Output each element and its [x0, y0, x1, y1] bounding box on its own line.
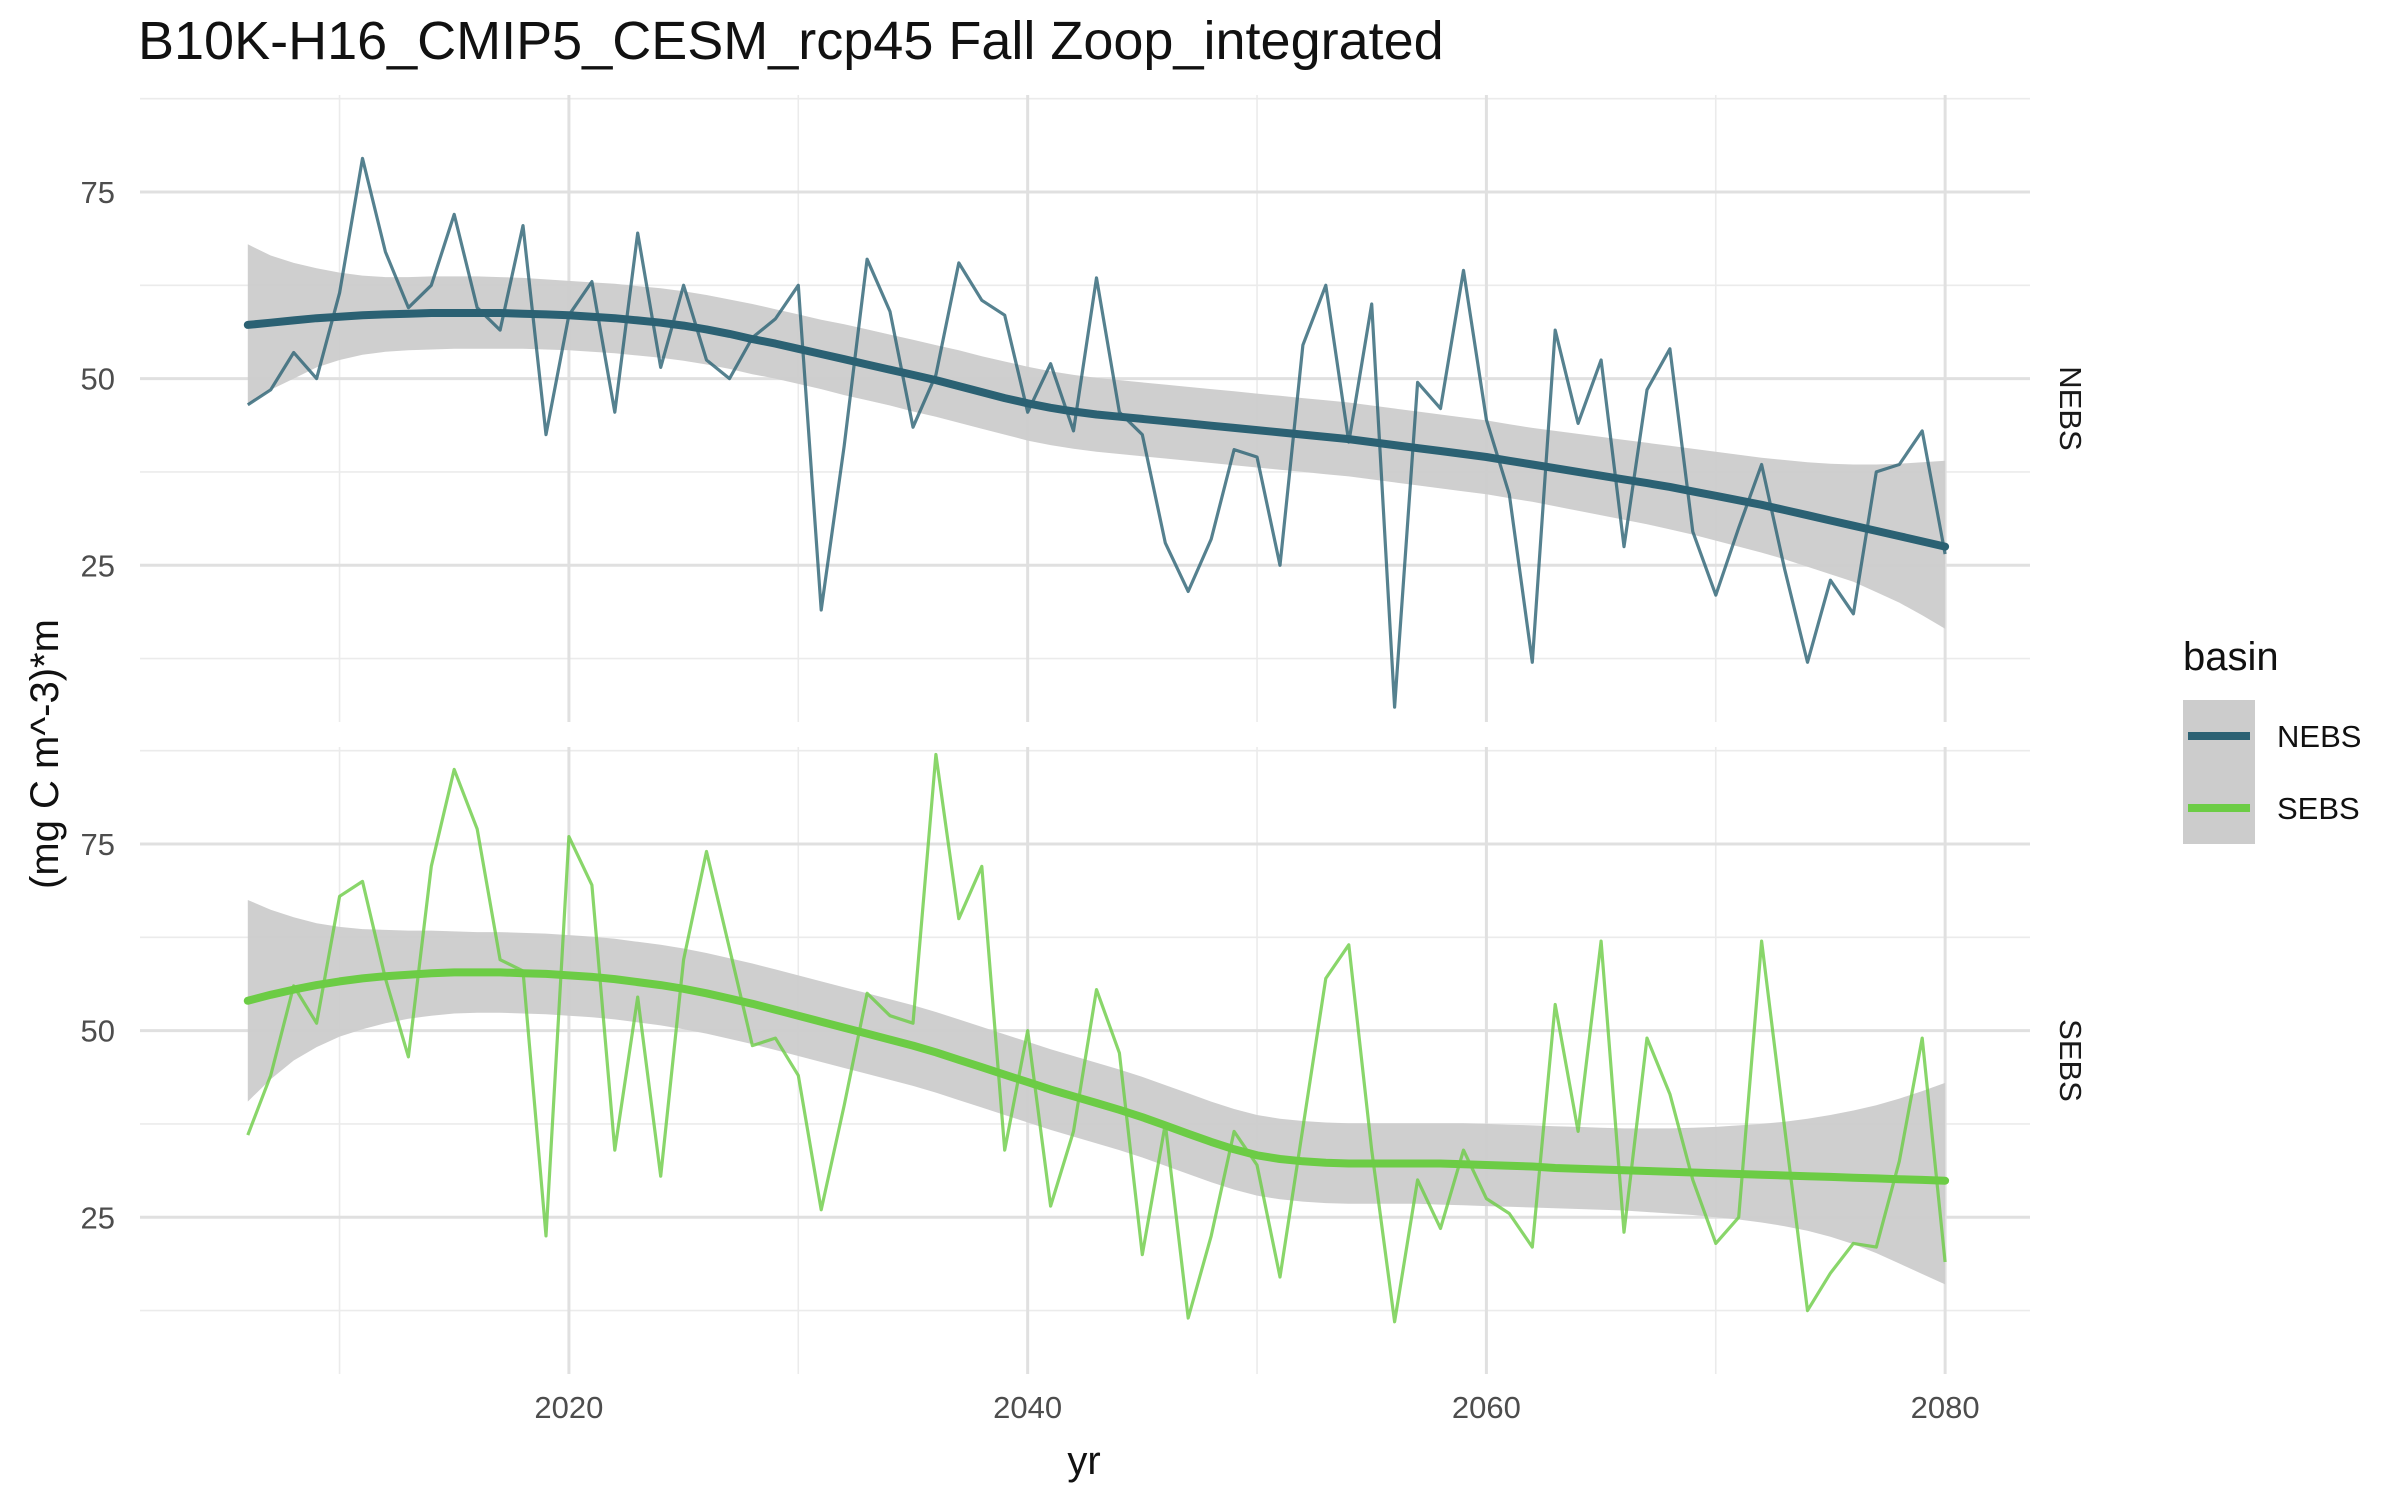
facet-strip-label-nebs: NEBS	[2053, 366, 2088, 450]
facet-panel-sebs: 25 50 75 SEBS	[81, 747, 2088, 1374]
x-tick-label: 2040	[993, 1390, 1062, 1425]
y-tick-label: 25	[81, 1200, 115, 1235]
x-tick-label: 2020	[534, 1390, 603, 1425]
legend-title: basin	[2183, 635, 2279, 679]
x-tick-label: 2080	[1911, 1390, 1980, 1425]
y-tick-label: 50	[81, 1014, 115, 1049]
y-tick-label: 75	[81, 175, 115, 210]
x-axis-title: yr	[1067, 1439, 1100, 1483]
chart-title: B10K-H16_CMIP5_CESM_rcp45 Fall Zoop_inte…	[138, 11, 1444, 71]
facet-strip-label-sebs: SEBS	[2053, 1019, 2088, 1102]
facet-panel-nebs: 25 50 75 NEBS	[81, 95, 2088, 722]
legend: basin NEBS SEBS	[2183, 635, 2361, 844]
confidence-band-sebs	[247, 900, 1946, 1285]
confidence-band-nebs	[247, 244, 1946, 629]
y-axis-title: (mg C m^-3)*m	[23, 619, 67, 889]
trend-line-nebs	[243, 309, 1950, 551]
x-tick-label: 2060	[1452, 1390, 1521, 1425]
y-tick-label: 50	[81, 362, 115, 397]
series-line-sebs	[246, 752, 1947, 1324]
y-tick-label: 25	[81, 548, 115, 583]
y-tick-label: 75	[81, 827, 115, 862]
trend-line-sebs	[243, 968, 1950, 1185]
facet-panels: 25 50 75 NEBS 25 50 75 SEBS 2020 2040 2060 2080	[81, 95, 2088, 1425]
series-line-nebs	[246, 156, 1947, 709]
legend-label-sebs: SEBS	[2277, 791, 2360, 826]
legend-label-nebs: NEBS	[2277, 719, 2361, 754]
